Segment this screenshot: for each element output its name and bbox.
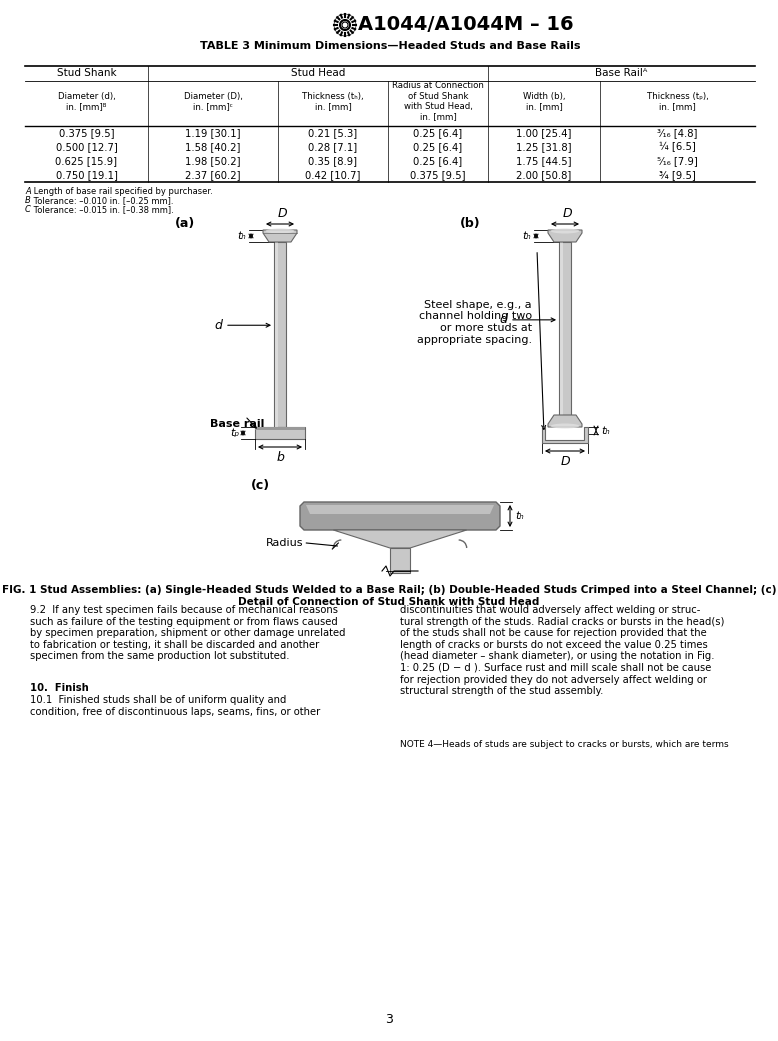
Text: ³⁄₁₆ [4.8]: ³⁄₁₆ [4.8] bbox=[657, 128, 698, 138]
Text: Thickness (tₕ),
in. [mm]: Thickness (tₕ), in. [mm] bbox=[302, 92, 364, 111]
Polygon shape bbox=[542, 427, 588, 443]
Text: 0.375 [9.5]: 0.375 [9.5] bbox=[410, 170, 466, 180]
Text: tₕ: tₕ bbox=[522, 231, 531, 242]
Text: tₕ: tₕ bbox=[601, 426, 610, 435]
Text: (c): (c) bbox=[251, 479, 269, 492]
Ellipse shape bbox=[265, 229, 294, 233]
Text: 0.500 [12.7]: 0.500 [12.7] bbox=[55, 142, 117, 152]
Text: A: A bbox=[25, 187, 31, 196]
Text: B: B bbox=[25, 196, 31, 205]
Text: D: D bbox=[560, 455, 569, 468]
Text: 1.98 [50.2]: 1.98 [50.2] bbox=[185, 156, 240, 166]
Text: 0.28 [7.1]: 0.28 [7.1] bbox=[308, 142, 358, 152]
Text: Tolerance: –0.015 in. [–0.38 mm].: Tolerance: –0.015 in. [–0.38 mm]. bbox=[31, 205, 173, 214]
Text: (b): (b) bbox=[460, 217, 480, 230]
Text: Steel shape, e.g., a
channel holding two
or more studs at
appropriate spacing.: Steel shape, e.g., a channel holding two… bbox=[417, 300, 532, 345]
Text: A1044/A1044M – 16: A1044/A1044M – 16 bbox=[358, 16, 573, 34]
Text: D: D bbox=[277, 207, 287, 220]
Text: 0.625 [15.9]: 0.625 [15.9] bbox=[55, 156, 117, 166]
Text: 1.00 [25.4]: 1.00 [25.4] bbox=[517, 128, 572, 138]
Text: 1.25 [31.8]: 1.25 [31.8] bbox=[517, 142, 572, 152]
Text: tₚ: tₚ bbox=[230, 428, 239, 438]
Text: Radius at Connection
of Stud Shank
with Stud Head,
in. [mm]: Radius at Connection of Stud Shank with … bbox=[392, 81, 484, 122]
Text: Base Railᴬ: Base Railᴬ bbox=[595, 69, 648, 78]
Text: ¾ [9.5]: ¾ [9.5] bbox=[659, 170, 696, 180]
Text: d: d bbox=[499, 313, 507, 326]
FancyBboxPatch shape bbox=[255, 427, 305, 439]
Polygon shape bbox=[300, 502, 500, 530]
Polygon shape bbox=[548, 230, 582, 242]
Text: 9.2  If any test specimen fails because of mechanical reasons
such as failure of: 9.2 If any test specimen fails because o… bbox=[30, 605, 345, 661]
Text: 0.21 [5.3]: 0.21 [5.3] bbox=[308, 128, 358, 138]
Text: Base rail: Base rail bbox=[210, 418, 265, 429]
Text: 0.750 [19.1]: 0.750 [19.1] bbox=[55, 170, 117, 180]
Polygon shape bbox=[548, 415, 582, 427]
Text: D: D bbox=[562, 207, 572, 220]
Text: d: d bbox=[214, 319, 222, 332]
Text: tₕ: tₕ bbox=[237, 231, 246, 242]
Text: (a): (a) bbox=[175, 217, 195, 230]
Text: C: C bbox=[25, 205, 31, 214]
Text: discontinuities that would adversely affect welding or struc-
tural strength of : discontinuities that would adversely aff… bbox=[400, 605, 724, 696]
FancyBboxPatch shape bbox=[255, 427, 305, 430]
Text: ⁵⁄₁₆ [7.9]: ⁵⁄₁₆ [7.9] bbox=[657, 156, 698, 166]
Polygon shape bbox=[333, 530, 467, 548]
Polygon shape bbox=[263, 230, 297, 242]
Text: FIG. 1 Stud Assemblies: (a) Single-Headed Studs Welded to a Base Rail; (b) Doubl: FIG. 1 Stud Assemblies: (a) Single-Heade… bbox=[2, 585, 776, 607]
Text: Stud Head: Stud Head bbox=[291, 69, 345, 78]
Polygon shape bbox=[306, 505, 494, 514]
Text: 0.42 [10.7]: 0.42 [10.7] bbox=[305, 170, 361, 180]
Text: 10.1  Finished studs shall be of uniform quality and
condition, free of disconti: 10.1 Finished studs shall be of uniform … bbox=[30, 695, 321, 716]
FancyBboxPatch shape bbox=[274, 242, 286, 427]
Text: 2.37 [60.2]: 2.37 [60.2] bbox=[185, 170, 240, 180]
Text: 0.35 [8.9]: 0.35 [8.9] bbox=[309, 156, 358, 166]
Text: ¼ [6.5]: ¼ [6.5] bbox=[659, 142, 696, 152]
Text: Thickness (tₚ),
in. [mm]: Thickness (tₚ), in. [mm] bbox=[647, 92, 709, 111]
Text: 1.58 [40.2]: 1.58 [40.2] bbox=[185, 142, 240, 152]
Ellipse shape bbox=[551, 229, 580, 233]
FancyBboxPatch shape bbox=[559, 242, 571, 415]
Text: b: b bbox=[276, 451, 284, 464]
Text: Width (b),
in. [mm]: Width (b), in. [mm] bbox=[523, 92, 566, 111]
Text: Stud Shank: Stud Shank bbox=[57, 69, 117, 78]
Text: 0.375 [9.5]: 0.375 [9.5] bbox=[59, 128, 114, 138]
Text: Diameter (d),
in. [mm]ᴮ: Diameter (d), in. [mm]ᴮ bbox=[58, 92, 115, 111]
Text: NOTE 4—Heads of studs are subject to cracks or bursts, which are terms: NOTE 4—Heads of studs are subject to cra… bbox=[400, 740, 729, 750]
Text: Diameter (D),
in. [mm]ᶜ: Diameter (D), in. [mm]ᶜ bbox=[184, 92, 243, 111]
Text: 1.75 [44.5]: 1.75 [44.5] bbox=[517, 156, 572, 166]
Text: 0.25 [6.4]: 0.25 [6.4] bbox=[413, 128, 463, 138]
Text: 3: 3 bbox=[385, 1013, 393, 1026]
FancyBboxPatch shape bbox=[275, 242, 279, 427]
Text: TABLE 3 Minimum Dimensions—Headed Studs and Base Rails: TABLE 3 Minimum Dimensions—Headed Studs … bbox=[200, 41, 580, 51]
Ellipse shape bbox=[551, 424, 580, 429]
Text: 10.  Finish: 10. Finish bbox=[30, 683, 89, 693]
Text: tₕ: tₕ bbox=[515, 511, 524, 520]
FancyBboxPatch shape bbox=[390, 548, 410, 573]
Text: Length of base rail specified by purchaser.: Length of base rail specified by purchas… bbox=[31, 187, 212, 196]
Text: 2.00 [50.8]: 2.00 [50.8] bbox=[517, 170, 572, 180]
Text: 0.25 [6.4]: 0.25 [6.4] bbox=[413, 142, 463, 152]
FancyBboxPatch shape bbox=[560, 242, 563, 415]
Text: 0.25 [6.4]: 0.25 [6.4] bbox=[413, 156, 463, 166]
Text: Tolerance: –0.010 in. [–0.25 mm].: Tolerance: –0.010 in. [–0.25 mm]. bbox=[31, 196, 173, 205]
Text: 1.19 [30.1]: 1.19 [30.1] bbox=[185, 128, 240, 138]
Text: Radius: Radius bbox=[266, 538, 303, 548]
